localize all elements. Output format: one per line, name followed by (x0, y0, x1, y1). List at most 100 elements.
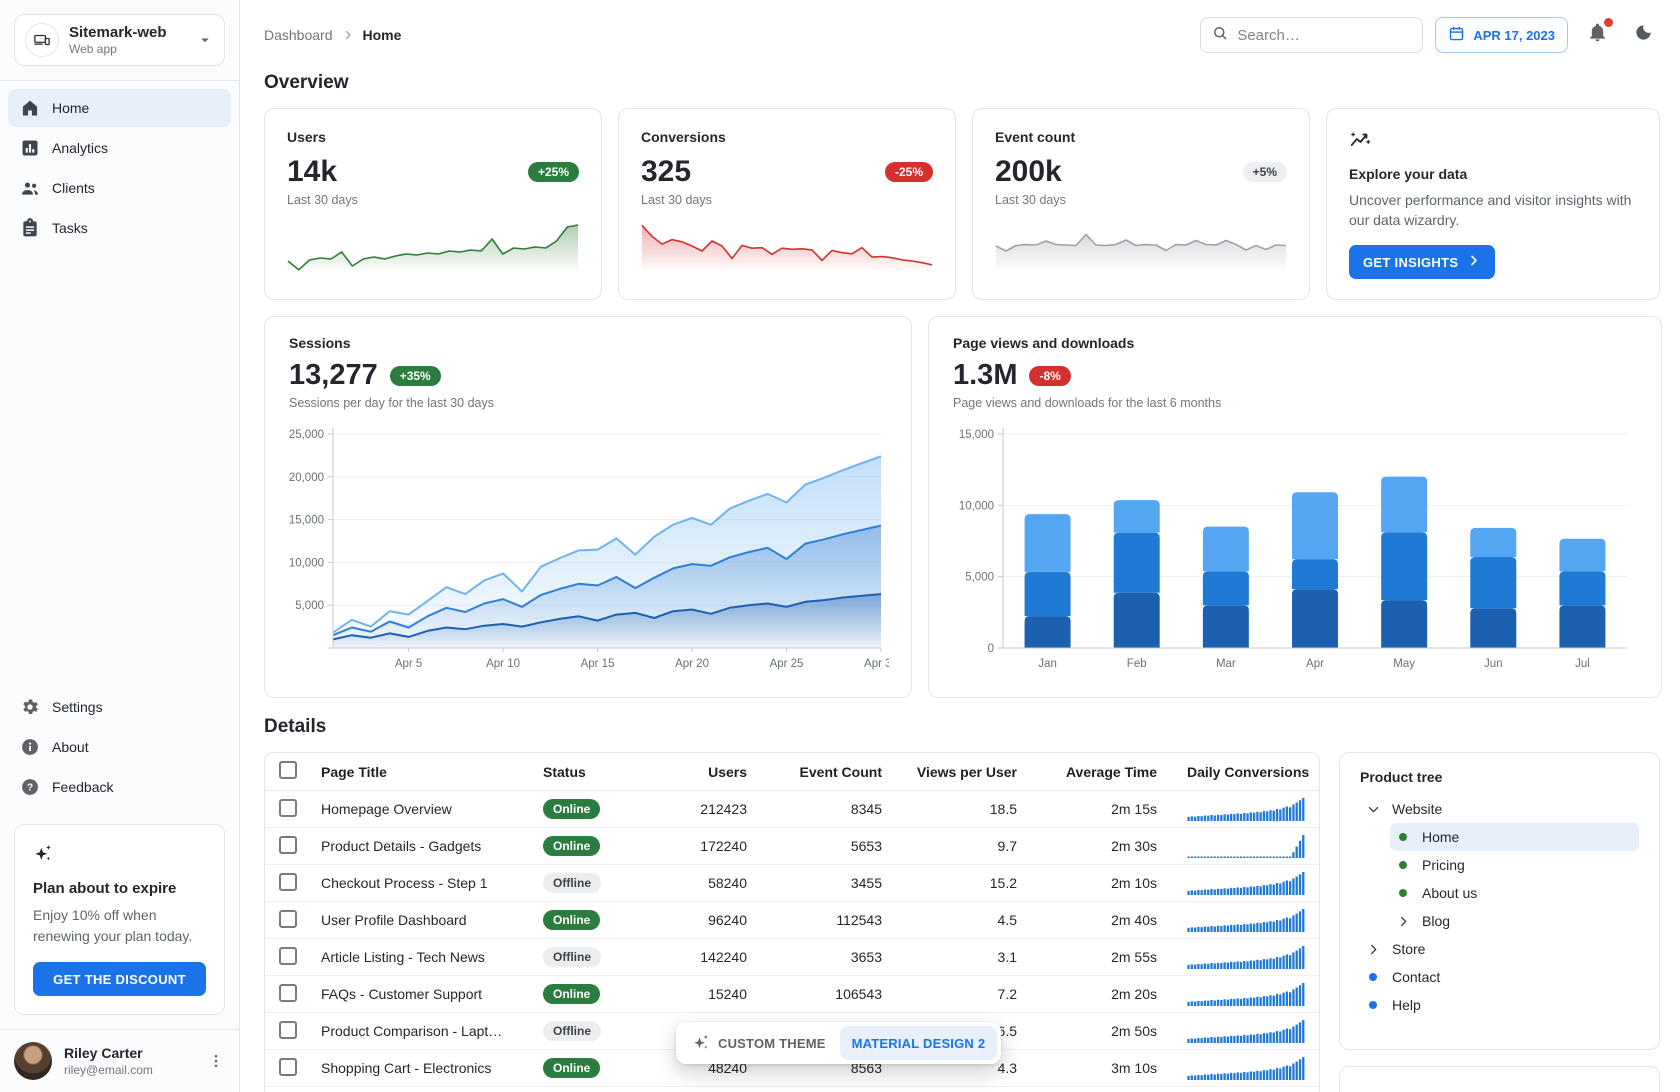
svg-text:Jul: Jul (1575, 658, 1590, 670)
custom-theme-option[interactable]: CUSTOM THEME (680, 1026, 838, 1060)
page-title-cell: Product Comparison - Lapt… (321, 1023, 503, 1039)
stat-caption: Last 30 days (287, 193, 358, 207)
chevron-right-icon (1394, 912, 1412, 930)
table-row[interactable]: Product Comparison - Lapt… Offline 32240… (265, 1013, 1319, 1050)
row-checkbox[interactable] (279, 835, 297, 854)
svg-text:5,000: 5,000 (965, 572, 994, 584)
stat-trend-chip: -25% (884, 162, 933, 182)
stat-value: 325 (641, 155, 692, 188)
dark-mode-button[interactable] (1626, 18, 1660, 52)
select-all-checkbox[interactable] (279, 761, 297, 779)
partial-card (1339, 1066, 1660, 1092)
views-per-user-cell: 9.7 (997, 838, 1017, 854)
svg-text:Jun: Jun (1484, 658, 1503, 670)
tree-item-help[interactable]: Help (1360, 991, 1639, 1019)
sidebar-item-clients[interactable]: Clients (8, 169, 231, 207)
table-row[interactable]: Shopping Cart - Electronics Online 48240… (265, 1050, 1319, 1087)
svg-text:Apr 30: Apr 30 (864, 658, 889, 670)
daily-conversions-sparkline (1183, 833, 1319, 859)
tree-item-about-us[interactable]: About us (1390, 879, 1639, 907)
row-checkbox[interactable] (279, 983, 297, 1002)
event-count-cell: 106543 (835, 986, 882, 1002)
table-row[interactable]: Homepage Overview Online 212423 8345 18.… (265, 791, 1319, 828)
svg-text:20,000: 20,000 (289, 472, 324, 484)
get-discount-button[interactable]: GET THE DISCOUNT (33, 962, 206, 996)
dot-green-icon (1399, 889, 1407, 897)
svg-text:5,000: 5,000 (295, 600, 324, 612)
col-daily-conversions[interactable]: Daily Conversions (1187, 763, 1310, 780)
col-status[interactable]: Status (543, 763, 586, 780)
material-design-2-option[interactable]: MATERIAL DESIGN 2 (839, 1026, 998, 1060)
sidebar-item-about[interactable]: About (8, 728, 231, 766)
info-icon (20, 737, 40, 757)
tree-item-store[interactable]: Store (1360, 935, 1639, 963)
svg-text:Mar: Mar (1216, 658, 1236, 670)
search-input[interactable] (1237, 26, 1413, 44)
table-row[interactable]: User Profile Dashboard Online 96240 1125… (265, 902, 1319, 939)
row-checkbox[interactable] (279, 872, 297, 891)
views-per-user-cell: 4.3 (997, 1060, 1017, 1076)
tree-item-home[interactable]: Home (1390, 823, 1639, 851)
table-row[interactable]: Checkout Process - Step 1 Offline 58240 … (265, 865, 1319, 902)
average-time-cell: 3m 10s (1111, 1060, 1157, 1076)
more-options-icon[interactable] (207, 1052, 225, 1070)
details-table: Page Title Status Users Event Count View… (264, 752, 1320, 1092)
users-cell: 142240 (700, 949, 747, 965)
tree-item-pricing[interactable]: Pricing (1390, 851, 1639, 879)
search-box (1200, 17, 1424, 53)
row-checkbox[interactable] (279, 1020, 297, 1039)
plan-card-title: Plan about to expire (33, 880, 177, 898)
pageviews-value: 1.3M (953, 359, 1018, 391)
table-row[interactable]: FAQs - Customer Support Online 15240 106… (265, 976, 1319, 1013)
col-users[interactable]: Users (708, 763, 747, 780)
workspace-selector[interactable]: Sitemark-web Web app (14, 14, 225, 66)
views-per-user-cell: 4.5 (997, 912, 1017, 928)
sidebar-item-home[interactable]: Home (8, 89, 231, 127)
tree-item-contact[interactable]: Contact (1360, 963, 1639, 991)
stat-card-event-count: Event count 200k +5% Last 30 days (972, 108, 1310, 300)
col-event-count[interactable]: Event Count (799, 763, 882, 780)
col-average-time[interactable]: Average Time (1065, 763, 1157, 780)
event-count-cell: 3653 (850, 949, 882, 965)
row-checkbox[interactable] (279, 798, 297, 817)
table-header-row: Page Title Status Users Event Count View… (265, 753, 1319, 791)
views-per-user-cell: 15.2 (989, 875, 1017, 891)
get-insights-button[interactable]: GET INSIGHTS (1349, 245, 1496, 279)
secondary-nav: Settings About ? Feedback (0, 680, 239, 816)
row-checkbox[interactable] (279, 909, 297, 928)
tree-item-blog[interactable]: Blog (1390, 907, 1639, 935)
col-page-title[interactable]: Page Title (321, 763, 387, 780)
users-cell: 58240 (708, 875, 747, 891)
status-badge: Online (543, 799, 601, 819)
sidebar-item-feedback[interactable]: ? Feedback (8, 768, 231, 806)
sidebar-item-settings[interactable]: Settings (8, 688, 231, 726)
user-account: Riley Carter riley@email.com (0, 1029, 239, 1092)
pageviews-caption: Page views and downloads for the last 6 … (953, 396, 1222, 410)
breadcrumb-home: Home (362, 27, 402, 43)
settings-icon (20, 697, 40, 717)
date-picker-button[interactable]: APR 17, 2023 (1435, 17, 1568, 53)
users-cell: 212423 (700, 801, 747, 817)
sidebar-item-analytics[interactable]: Analytics (8, 129, 231, 167)
col-views-per-user[interactable]: Views per User (916, 763, 1017, 780)
row-checkbox[interactable] (279, 1057, 297, 1076)
product-tree-card: Product tree Website Home Pricing About … (1339, 752, 1660, 1050)
breadcrumb-dashboard[interactable]: Dashboard (264, 27, 333, 43)
svg-text:Apr: Apr (1306, 658, 1324, 670)
table-row[interactable]: Product Details - Gadgets Online 172240 … (265, 828, 1319, 865)
sessions-card: Sessions 13,277 +35% Sessions per day fo… (264, 316, 912, 698)
status-badge: Online (543, 984, 601, 1004)
sidebar-item-tasks[interactable]: Tasks (8, 209, 231, 247)
avatar (14, 1042, 52, 1080)
average-time-cell: 2m 40s (1111, 912, 1157, 928)
notifications-button[interactable] (1580, 18, 1614, 52)
sessions-value: 13,277 (289, 359, 378, 391)
pageviews-card: Page views and downloads 1.3M -8% Page v… (928, 316, 1662, 698)
svg-text:0: 0 (988, 643, 994, 655)
page-title-cell: Article Listing - Tech News (321, 949, 485, 965)
user-email: riley@email.com (64, 1062, 153, 1077)
table-row[interactable]: Article Listing - Tech News Offline 1422… (265, 939, 1319, 976)
tree-item-website[interactable]: Website (1360, 795, 1639, 823)
row-checkbox[interactable] (279, 946, 297, 965)
stat-value: 200k (995, 155, 1062, 188)
